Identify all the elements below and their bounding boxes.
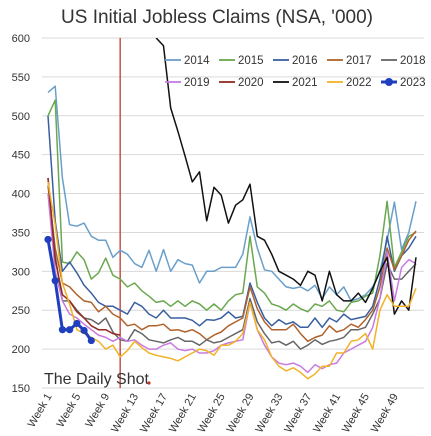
legend-label: 2020 [238,77,264,89]
x-tick-label: Week 25 [196,392,228,435]
legend-item-2017: 2017 [327,55,372,67]
legend-item-2018: 2018 [381,55,426,67]
legend-label: 2017 [346,55,372,67]
series-line-2019 [47,193,417,374]
y-tick-label: 400 [12,189,30,201]
data-point-2023 [66,326,74,334]
x-tick-label: Week 9 [83,392,112,430]
x-tick-label: Week 5 [55,392,84,430]
legend-label: 2021 [292,77,318,89]
legend-item-2020: 2020 [219,77,264,89]
legend-item-2021: 2021 [273,77,318,89]
y-tick-label: 200 [12,344,30,356]
x-tick-label: Week 33 [253,392,285,435]
legend-label: 2022 [346,77,372,89]
y-tick-label: 300 [12,266,30,278]
legend-item-2022: 2022 [327,77,372,89]
series-line-2014 [47,85,417,302]
plot-area [44,38,417,388]
x-tick-label: Week 49 [369,392,401,435]
legend-label: 2014 [184,55,210,67]
y-tick-label: 550 [12,72,30,84]
series-line-2020 [47,177,121,336]
y-tick-label: 250 [12,305,30,317]
series-line-2018 [47,177,417,350]
y-axis: 150 200 250 300 350 400 450 500 550 600 [12,33,30,395]
x-tick-label: Week 37 [282,392,314,435]
y-tick-label: 150 [12,383,30,395]
y-tick-label: 600 [12,33,30,45]
data-point-2023 [73,319,81,328]
x-tick-label: Week 13 [109,392,141,435]
data-point-2023 [51,277,59,285]
series-line-2015 [47,99,417,313]
x-tick-label: Week 29 [225,392,257,435]
data-point-2023 [87,336,95,345]
data-point-2023 [44,235,52,244]
data-point-2023 [80,326,88,335]
x-tick-label: Week 21 [167,392,199,435]
watermark-dot [147,381,151,385]
x-tick-label: Week 1 [26,392,55,430]
legend: 2014 2015 2016 2017 2018 2019 2020 2021 2022 2023 [165,55,426,89]
legend-label: 2016 [292,55,318,67]
legend-item-2019: 2019 [165,77,210,89]
y-tick-label: 500 [12,111,30,123]
legend-label: 2019 [184,77,210,89]
x-tick-label: Week 41 [311,392,343,435]
legend-item-2015: 2015 [219,55,264,67]
series-line-2017 [47,185,417,343]
legend-item-2023: 2023 [381,77,426,89]
legend-label: 2018 [400,55,426,67]
legend-label: 2023 [400,77,426,89]
x-tick-label: Week 17 [138,392,170,435]
y-tick-label: 450 [12,150,30,162]
series-line-2022 [47,181,417,380]
legend-item-2014: 2014 [165,55,210,67]
series-line-2021 [155,38,417,315]
legend-label: 2015 [238,55,264,67]
watermark: The Daily Shot [44,371,149,388]
legend-marker [385,78,393,86]
chart-title: US Initial Jobless Claims (NSA, '000) [61,7,373,28]
data-point-2023 [58,326,67,334]
y-tick-label: 350 [12,227,30,239]
series-line-2016 [47,115,417,329]
legend-item-2016: 2016 [273,55,318,67]
x-tick-label: Week 45 [340,392,372,435]
